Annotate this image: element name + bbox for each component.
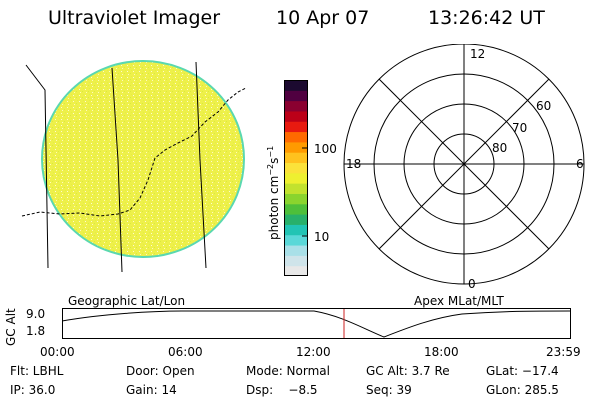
- coastline-line: [21, 87, 247, 217]
- colorbar-unit-label: photon cm−2s−1: [266, 145, 281, 240]
- apex-label: Apex MLat/MLT: [414, 294, 504, 308]
- longitude-line: [111, 67, 123, 273]
- colorbar-segment: [284, 90, 308, 102]
- x-tick-1800: 18:00: [424, 345, 459, 359]
- polar-label-80: 80: [492, 141, 507, 155]
- gain-info: Gain: 14: [126, 383, 177, 397]
- polar-label-6: 6: [576, 157, 584, 171]
- altitude-curve: [62, 310, 572, 338]
- time-label: 13:26:42 UT: [428, 7, 545, 29]
- x-tick-2359: 23:59: [546, 345, 581, 359]
- colorbar-segment: [284, 234, 308, 246]
- colorbar-segment: [284, 183, 308, 194]
- colorbar-segment: [284, 224, 308, 236]
- polar-label-18: 18: [346, 157, 361, 171]
- colorbar-segment: [284, 162, 308, 174]
- polar-label-0: 0: [468, 277, 476, 291]
- color-scale-bar: [284, 80, 308, 276]
- geographic-label: Geographic Lat/Lon: [68, 294, 186, 308]
- gc-alt-tick-top: 9.0: [26, 307, 46, 321]
- polar-label-60: 60: [536, 99, 551, 113]
- colorbar-tick-10: 10: [314, 230, 330, 244]
- x-tick-0000: 00:00: [40, 345, 75, 359]
- gc-alt-info: GC Alt: 3.7 Re: [366, 364, 450, 378]
- filter-info: Flt: LBHL: [10, 364, 64, 378]
- colorbar-segment: [284, 193, 308, 205]
- earth-disk: [41, 60, 245, 258]
- date-label: 10 Apr 07: [276, 7, 370, 29]
- polar-label-70: 70: [512, 121, 527, 135]
- polar-label-12: 12: [470, 47, 485, 61]
- longitude-line: [195, 61, 207, 269]
- altitude-plot: [62, 308, 572, 339]
- colorbar-segment: [284, 214, 308, 225]
- colorbar-segment: [284, 80, 308, 91]
- colorbar-segment: [284, 110, 308, 122]
- colorbar-segment: [284, 121, 308, 133]
- colorbar-segment: [284, 152, 308, 164]
- seq-info: Seq: 39: [366, 383, 412, 397]
- x-tick-0600: 06:00: [168, 345, 203, 359]
- colorbar-segment: [284, 265, 308, 276]
- globe-image: [21, 60, 247, 273]
- colorbar-segment: [284, 100, 308, 112]
- colorbar-segment: [284, 245, 308, 256]
- ip-info: IP: 36.0: [10, 383, 56, 397]
- colorbar-segment: [284, 141, 308, 153]
- gc-alt-axis-label: GC Alt: [4, 308, 18, 346]
- mode-info: Mode: Normal: [246, 364, 330, 378]
- instrument-title: Ultraviolet Imager: [48, 7, 221, 29]
- polar-plot: 12 18 6 0 60 70 80: [343, 44, 585, 291]
- dsp-info: Dsp: −8.5: [246, 383, 318, 397]
- gc-alt-tick-bottom: 1.8: [26, 324, 46, 338]
- colorbar-tick-100: 100: [314, 142, 337, 156]
- colorbar-segment: [284, 131, 308, 143]
- longitude-line: [25, 64, 49, 269]
- x-tick-1200: 12:00: [296, 345, 331, 359]
- glat-info: GLat: −17.4: [486, 364, 559, 378]
- glon-info: GLon: 285.5: [486, 383, 559, 397]
- colorbar-segment: [284, 255, 308, 267]
- colorbar-segment: [284, 203, 308, 215]
- colorbar-segment: [284, 172, 308, 184]
- door-info: Door: Open: [126, 364, 195, 378]
